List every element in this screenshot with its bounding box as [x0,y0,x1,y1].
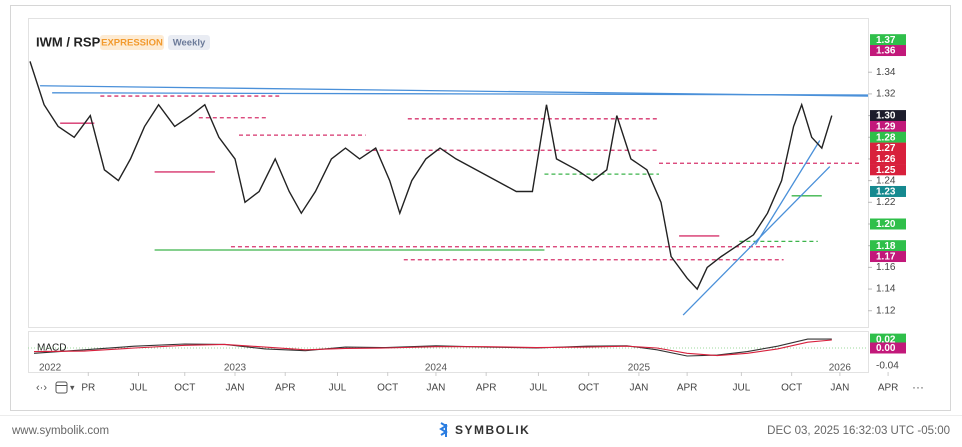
macd-marker-label: 0.00 [876,343,896,354]
price-marker [870,185,906,197]
pan-icon[interactable]: ‹·› [36,382,47,394]
chart-card [10,5,951,411]
trendline [52,92,869,96]
price-marker [870,131,906,143]
footer-link[interactable]: www.symbolik.com [11,425,109,437]
x-tick-label: APR [878,383,899,394]
x-tick-label: APR [677,383,698,394]
x-tick-label: JAN [426,383,445,394]
x-tick-label: JUL [530,383,548,394]
price-marker-label: 1.25 [876,165,896,176]
price-marker [870,45,906,57]
badge-label: EXPRESSION [101,38,163,49]
price-marker-label: 1.23 [876,187,896,198]
price-marker [870,240,906,252]
price-marker [870,164,906,176]
toolbar: ‹·› ▾ ··· [36,380,924,394]
brand: SYMBOLIK [455,423,530,437]
x-tick-label: OCT [174,383,195,394]
price-marker-label: 1.30 [876,111,896,122]
x-year-label: 2026 [829,363,852,374]
badge-label: Weekly [173,38,206,49]
more-icon[interactable]: ··· [912,380,924,394]
x-year-label: 2025 [628,363,651,374]
price-marker [870,120,906,132]
price-marker-label: 1.28 [876,132,896,143]
y-tick-label: 1.12 [876,305,896,316]
y-tick-label: 1.24 [876,175,896,186]
timestamp: DEC 03, 2025 16:32:03 UTC -05:00 [767,425,950,437]
y-tick-label: 1.14 [876,284,896,295]
price-marker-label: 1.18 [876,241,896,252]
price-marker [870,251,906,263]
y-tick-label: 1.32 [876,89,896,100]
macd-marker [870,342,906,354]
x-tick-label: PR [81,383,95,394]
price-marker-label: 1.20 [876,219,896,230]
y-tick-label: 1.16 [876,262,896,273]
price-marker [870,153,906,165]
x-tick-label: OCT [377,383,398,394]
price-marker-label: 1.27 [876,143,896,154]
badge [100,35,164,50]
x-tick-label: JUL [732,383,750,394]
price-marker [870,218,906,230]
y-tick-label: 1.22 [876,197,896,208]
x-tick-label: JUL [130,383,148,394]
price-panel [28,18,869,328]
x-tick-label: APR [275,383,296,394]
x-tick-label: JUL [329,383,347,394]
macd-panel [28,331,869,373]
price-marker-label: 1.36 [876,46,896,57]
macd-label: MACD [37,343,66,354]
x-year-label: 2022 [39,363,62,374]
price-marker-label: 1.26 [876,154,896,165]
x-tick-label: JAN [226,383,245,394]
price-marker [870,34,906,46]
macd-line [33,339,832,357]
price-marker-label: 1.17 [876,252,896,263]
chart-title: IWM / RSP [36,34,101,49]
calendar-icon[interactable] [55,381,68,394]
macd-tick-label: -0.04 [876,360,899,371]
price-line [29,61,833,291]
x-tick-label: JAN [629,383,648,394]
price-marker [870,110,906,122]
price-marker-label: 1.29 [876,122,896,133]
y-tick-label: 1.34 [876,67,896,78]
macd-marker-label: 0.02 [876,334,896,345]
x-tick-label: APR [476,383,497,394]
x-tick-label: JAN [830,383,849,394]
badge [168,35,210,50]
dropdown-icon[interactable]: ▾ [70,382,75,392]
x-year-label: 2024 [425,363,448,374]
trendline [754,140,821,245]
macd-marker [870,333,906,345]
price-marker-label: 1.37 [876,35,896,46]
trendline [682,166,831,316]
x-year-label: 2023 [224,363,247,374]
x-tick-label: OCT [781,383,802,394]
x-tick-label: OCT [578,383,599,394]
brand-icon [439,422,448,437]
price-marker [870,142,906,154]
